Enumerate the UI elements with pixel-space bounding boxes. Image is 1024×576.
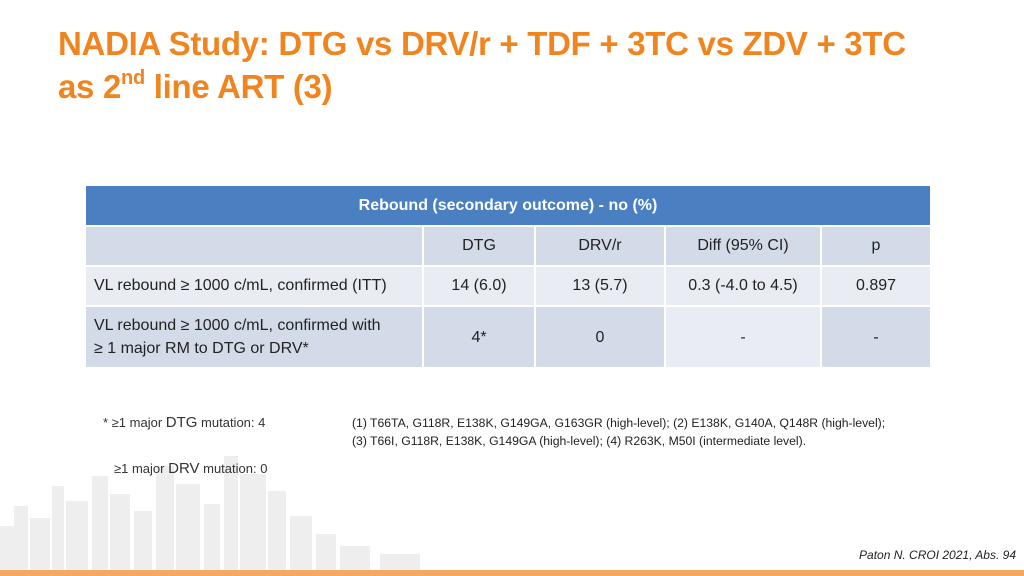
row-label: VL rebound ≥ 1000 c/mL, confirmed with ≥… <box>84 305 424 369</box>
footnote-drv-prefix: ≥1 major <box>114 461 169 476</box>
title-line-1: NADIA Study: DTG vs DRV/r + TDF + 3TC vs… <box>58 25 906 62</box>
rebound-table: Rebound (secondary outcome) - no (%) DTG… <box>84 184 932 369</box>
footnote-dtg-prefix: * ≥1 major <box>103 415 166 430</box>
footnote-drv-suffix: mutation: 0 <box>199 461 268 476</box>
footnote-drv: ≥1 major DRV mutation: 0 <box>114 460 267 477</box>
footnote-dtg: * ≥1 major DTG mutation: 4 <box>103 414 265 431</box>
mutation-line-2: (3) T66I, G118R, E138K, G149GA (high-lev… <box>352 434 807 448</box>
cell-p: - <box>820 305 932 369</box>
title-line-2-suffix: line ART (3) <box>144 68 333 105</box>
mutation-line-1: (1) T66TA, G118R, E138K, G149GA, G163GR … <box>352 416 886 430</box>
column-header-dtg: DTG <box>422 225 536 267</box>
table-header-row: Rebound (secondary outcome) - no (%) <box>84 184 932 227</box>
cell-dtg: 14 (6.0) <box>422 265 536 307</box>
cell-dtg: 4* <box>422 305 536 369</box>
title-line-2-prefix: as 2 <box>58 68 122 105</box>
footnote-dtg-suffix: mutation: 4 <box>197 415 266 430</box>
row-label-line-2: ≥ 1 major RM to DTG or DRV* <box>94 340 309 357</box>
citation: Paton N. CROI 2021, Abs. 94 <box>859 548 1016 562</box>
row-label-line-1: VL rebound ≥ 1000 c/mL, confirmed with <box>94 317 381 334</box>
table-header: Rebound (secondary outcome) - no (%) <box>84 184 932 227</box>
footnote-dtg-drug: DTG <box>165 414 198 431</box>
column-header-p: p <box>820 225 932 267</box>
mutation-list: (1) T66TA, G118R, E138K, G149GA, G163GR … <box>352 414 952 450</box>
column-header-diff: Diff (95% CI) <box>664 225 822 267</box>
column-header-row: DTG DRV/r Diff (95% CI) p <box>84 225 932 267</box>
column-header-empty <box>84 225 424 267</box>
cell-drv: 0 <box>534 305 666 369</box>
cell-diff: 0.3 (-4.0 to 4.5) <box>664 265 822 307</box>
footnote-drv-drug: DRV <box>168 460 200 477</box>
slide-title: NADIA Study: DTG vs DRV/r + TDF + 3TC vs… <box>58 22 978 108</box>
title-superscript: nd <box>121 67 145 89</box>
city-skyline-watermark <box>0 456 420 576</box>
title-line-2: as 2nd line ART (3) <box>58 65 978 108</box>
cell-p: 0.897 <box>820 265 932 307</box>
bottom-accent-bar <box>0 570 1024 576</box>
cell-drv: 13 (5.7) <box>534 265 666 307</box>
table-row: VL rebound ≥ 1000 c/mL, confirmed (ITT) … <box>84 265 932 307</box>
cell-diff: - <box>664 305 822 369</box>
column-header-drv: DRV/r <box>534 225 666 267</box>
table-row: VL rebound ≥ 1000 c/mL, confirmed with ≥… <box>84 305 932 369</box>
row-label: VL rebound ≥ 1000 c/mL, confirmed (ITT) <box>84 265 424 307</box>
